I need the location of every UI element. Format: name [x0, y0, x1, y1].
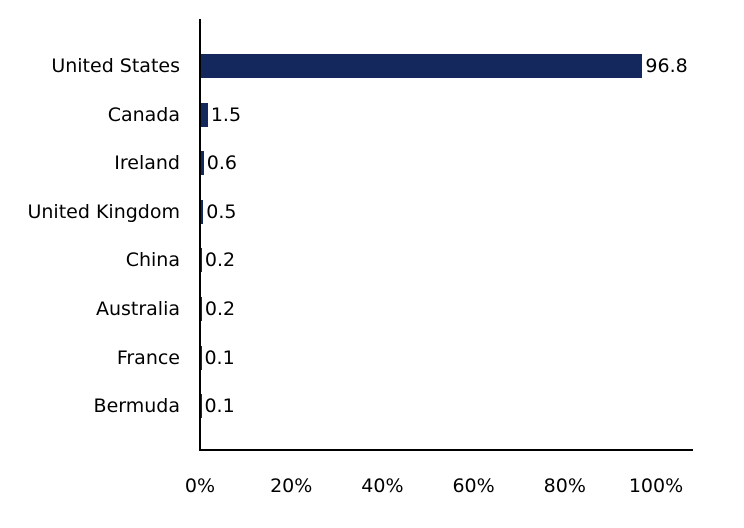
x-tick-label: 0% [184, 475, 216, 497]
value-label: 1.5 [210, 103, 242, 126]
category-label: Ireland [114, 152, 180, 175]
bar [201, 54, 643, 78]
x-tick-label: 60% [452, 475, 495, 497]
x-tick-label: 20% [270, 475, 313, 497]
value-label: 0.1 [204, 395, 235, 418]
value-label: 0.2 [204, 249, 236, 272]
bar [201, 297, 202, 321]
bar [201, 248, 202, 273]
value-label: 0.5 [206, 200, 237, 223]
x-tick-label: 100% [628, 475, 684, 497]
category-label: China [125, 249, 180, 272]
category-label: Canada [107, 103, 180, 126]
bar [201, 102, 208, 127]
category-label: Bermuda [93, 395, 180, 418]
category-label: France [116, 346, 180, 369]
category-label: United Kingdom [27, 200, 180, 223]
x-axis-line [199, 449, 693, 451]
bar [201, 199, 204, 224]
value-label: 96.8 [645, 55, 688, 77]
x-tick-label: 80% [543, 475, 586, 497]
value-label: 0.6 [206, 152, 237, 175]
x-tick-label: 40% [361, 475, 404, 497]
category-label: United States [51, 55, 180, 77]
value-label: 0.2 [204, 298, 236, 320]
bar [201, 151, 204, 176]
y-axis-line [199, 19, 201, 451]
value-label: 0.1 [204, 346, 235, 369]
category-label: Australia [95, 298, 180, 320]
